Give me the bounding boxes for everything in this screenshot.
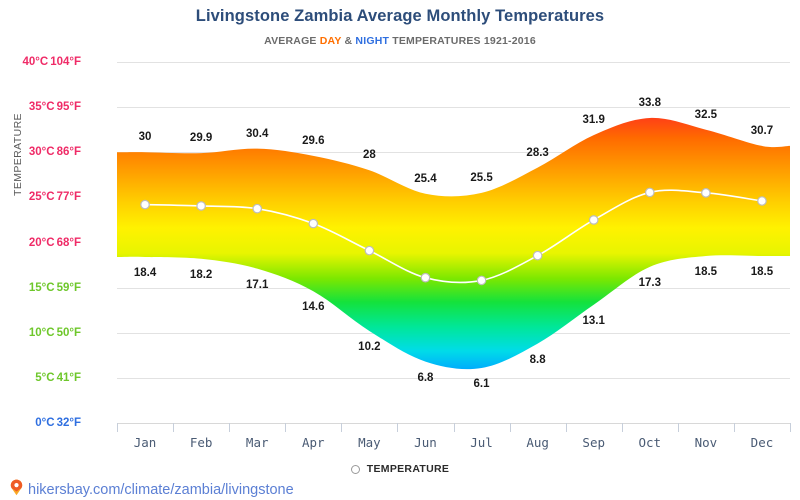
mean-temperature-marker[interactable] xyxy=(252,203,263,214)
day-temperature-label: 31.9 xyxy=(582,114,605,127)
x-axis-label-apr: Apr xyxy=(301,435,325,450)
mean-temperature-marker[interactable] xyxy=(196,201,206,211)
night-temperature-label: 6.1 xyxy=(473,377,490,390)
source-footer[interactable]: hikersbay.com/climate/zambia/livingstone xyxy=(10,479,294,500)
x-axis-tick xyxy=(677,423,679,432)
x-axis-label-nov: Nov xyxy=(694,435,718,450)
y-axis-tick-label: 10°C 50°F xyxy=(28,326,81,339)
y-axis-tick-label: 15°C 59°F xyxy=(28,281,81,294)
subtitle-night-word: NIGHT xyxy=(355,35,390,47)
x-axis-label-mar: Mar xyxy=(245,435,269,450)
y-axis-tick-label: 0°C 32°F xyxy=(35,417,81,429)
night-temperature-label: 18.5 xyxy=(694,266,718,279)
legend-label: TEMPERATURE xyxy=(366,463,450,475)
day-temperature-label: 30.4 xyxy=(246,127,269,140)
day-temperature-label: 28 xyxy=(362,149,376,162)
x-axis-label-sep: Sep xyxy=(582,435,605,450)
temperature-band-chart xyxy=(117,117,790,370)
night-temperature-label: 18.4 xyxy=(133,266,157,279)
mean-temperature-marker[interactable] xyxy=(701,188,711,198)
chart-subtitle: AVERAGE DAY & NIGHT TEMPERATURES 1921-20… xyxy=(0,35,800,47)
mean-temperature-marker[interactable] xyxy=(476,275,487,286)
x-axis-label-feb: Feb xyxy=(189,435,213,450)
x-axis-tick xyxy=(229,423,231,432)
night-temperature-label: 10.2 xyxy=(358,340,381,353)
x-axis-tick xyxy=(565,423,567,432)
day-temperature-label: 25.5 xyxy=(470,171,493,184)
subtitle-amp: & xyxy=(341,35,356,47)
subtitle-day-word: DAY xyxy=(319,35,342,47)
mean-temperature-marker[interactable] xyxy=(364,245,375,256)
x-axis-tick xyxy=(285,423,287,432)
day-temperature-label: 28.3 xyxy=(526,146,549,159)
day-temperature-label: 32.5 xyxy=(694,108,718,121)
x-axis-label-jul: Jul xyxy=(470,435,493,450)
day-temperature-label: 30.7 xyxy=(750,124,774,137)
subtitle-suffix: TEMPERATURES 1921-2016 xyxy=(389,35,536,47)
night-temperature-label: 6.8 xyxy=(417,371,434,384)
y-axis-tick-label: 25°C 77°F xyxy=(28,191,81,204)
plot-area: 0°C 32°F 5°C 41°F 10°C 50°F 15°C 59°F 20°C 68°F 25… xyxy=(22,56,790,429)
x-axis-tick xyxy=(341,423,343,432)
map-pin-icon xyxy=(10,479,23,500)
subtitle-prefix: AVERAGE xyxy=(264,35,320,47)
mean-temperature-marker[interactable] xyxy=(757,196,767,206)
x-axis-tick xyxy=(173,423,175,432)
day-temperature-label: 33.8 xyxy=(638,96,661,109)
y-axis-tick-label: 30°C 86°F xyxy=(28,146,81,159)
x-axis-label-jun: Jun xyxy=(414,435,437,450)
gridline xyxy=(117,62,790,63)
mean-temperature-marker[interactable] xyxy=(420,272,431,283)
mean-temperature-marker[interactable] xyxy=(532,250,543,261)
day-temperature-label: 29.9 xyxy=(189,132,213,145)
mean-temperature-marker[interactable] xyxy=(644,187,655,198)
page-title: Livingstone Zambia Average Monthly Tempe… xyxy=(195,7,605,25)
x-axis-tick xyxy=(453,423,455,432)
day-temperature-label: 30 xyxy=(138,131,152,144)
mean-temperature-marker[interactable] xyxy=(140,199,150,210)
chart-legend[interactable]: TEMPERATURE xyxy=(0,463,800,475)
night-temperature-label: 14.6 xyxy=(302,301,325,314)
circle-outline-icon xyxy=(350,464,360,474)
x-axis-label-may: May xyxy=(358,435,381,450)
night-temperature-label: 18.2 xyxy=(189,268,213,281)
gridline xyxy=(117,107,790,109)
night-temperature-label: 17.1 xyxy=(246,278,269,291)
y-axis-tick-label: 20°C 68°F xyxy=(28,236,81,249)
night-temperature-label: 17.3 xyxy=(638,276,661,289)
x-axis-label-dec: Dec xyxy=(750,435,774,450)
x-axis-tick xyxy=(621,423,623,432)
y-axis-tick-label: 35°C 95°F xyxy=(28,101,81,114)
gridline xyxy=(117,377,790,379)
x-axis-label-oct: Oct xyxy=(638,435,662,450)
x-axis-tick xyxy=(733,423,735,432)
x-axis-tick xyxy=(790,423,791,432)
day-temperature-label: 25.4 xyxy=(414,172,437,185)
x-axis-tick xyxy=(509,423,511,432)
x-axis-label-aug: Aug xyxy=(526,435,549,450)
x-axis-tick xyxy=(397,423,399,432)
gridline xyxy=(117,152,790,154)
y-axis-tick-label: 40°C 104°F xyxy=(22,56,81,68)
mean-temperature-marker[interactable] xyxy=(308,218,319,229)
y-axis-tick-label: 5°C 41°F xyxy=(35,371,81,384)
x-axis-label-jan: Jan xyxy=(133,435,157,450)
source-url[interactable]: hikersbay.com/climate/zambia/livingstone xyxy=(28,482,294,498)
night-temperature-label: 18.5 xyxy=(750,266,774,279)
x-axis-tick xyxy=(117,423,118,432)
x-axis: Jan Feb Mar Apr May Jun Jul Aug Sep Oct Nov Dec xyxy=(117,423,791,455)
day-temperature-label: 29.6 xyxy=(302,134,325,147)
mean-temperature-marker[interactable] xyxy=(588,215,599,225)
night-temperature-label: 8.8 xyxy=(529,353,546,366)
night-temperature-label: 13.1 xyxy=(582,314,605,327)
